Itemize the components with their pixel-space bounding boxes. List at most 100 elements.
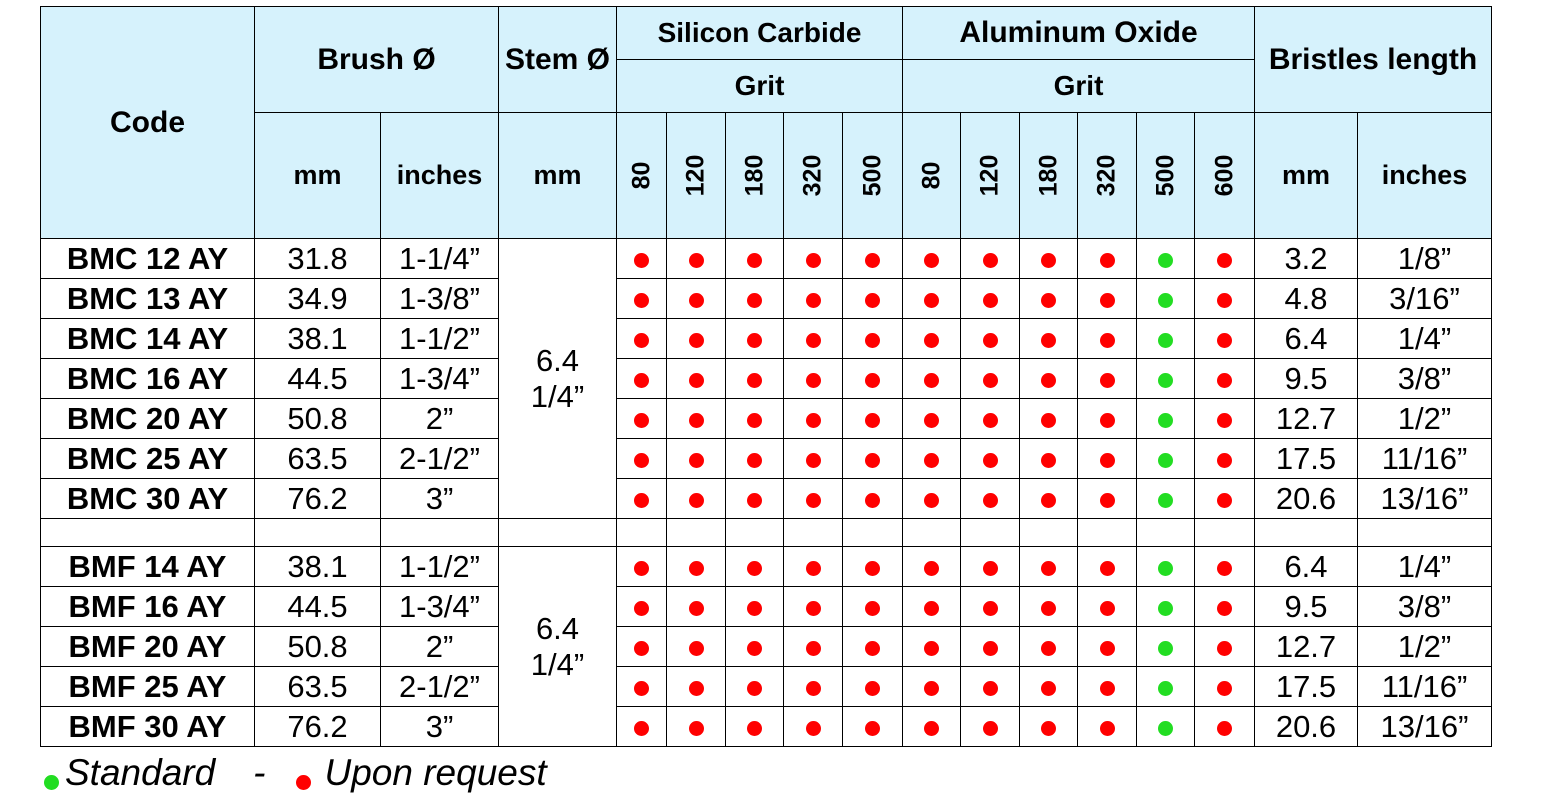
table-row: BMC 12 AY 31.8 1-1/4” 6.4 1/4” 3.2 1/8”: [40, 238, 1492, 519]
ao-availability-cell: [1077, 278, 1137, 319]
bristle-length-inches: 13/16”: [1357, 478, 1492, 519]
sc-availability-cell: [725, 438, 784, 479]
brush-diameter-inches: 1-1/2”: [380, 318, 499, 359]
ao-availability-cell: [1136, 438, 1195, 479]
upon-request-dot-icon: [1041, 452, 1056, 468]
sc-availability-cell: [616, 438, 667, 479]
standard-dot-icon: [1158, 560, 1173, 576]
ao-availability-cell: [902, 318, 961, 359]
ao-availability-cell: [902, 706, 961, 747]
upon-request-dot-icon: [924, 292, 939, 308]
upon-request-dot-icon: [747, 292, 762, 308]
stem-diameter-inches: 1/4”: [530, 646, 585, 682]
sc-availability-cell: [842, 278, 903, 319]
grit-label: 120: [975, 154, 1004, 197]
standard-dot-icon: [1158, 332, 1173, 348]
grit-label: 320: [798, 154, 827, 197]
upon-request-dot-icon: [805, 640, 821, 656]
brush-diameter-inches: 1-1/2”: [380, 546, 499, 587]
upon-request-dot-icon: [688, 292, 704, 308]
sc-availability-cell: [783, 238, 843, 279]
brush-diameter-mm: 50.8: [254, 398, 381, 439]
upon-request-dot-icon: [865, 332, 880, 348]
sc-availability-cell: [842, 358, 903, 399]
upon-request-dot-icon: [634, 600, 649, 616]
sc-availability-cell: [616, 546, 667, 587]
table-row: BMC 16 AY 44.5 1-3/4” 9.5 3/8”: [40, 358, 1492, 399]
upon-request-dot-icon: [688, 252, 704, 268]
brush-diameter-inches: 1-3/4”: [380, 586, 499, 627]
sc-availability-cell: [666, 398, 726, 439]
product-code: BMC 20 AY: [40, 398, 255, 439]
upon-request-dot-icon: [1041, 292, 1056, 308]
standard-dot-icon: [1158, 492, 1173, 508]
upon-request-dot-icon: [747, 332, 762, 348]
table-row: BMF 16 AY 44.5 1-3/4” 9.5 3/8”: [40, 586, 1492, 627]
upon-request-dot-icon: [688, 600, 704, 616]
bristle-length-inches: 13/16”: [1357, 706, 1492, 747]
empty-cell: [842, 518, 903, 547]
brush-diameter-inches: 1-3/4”: [380, 358, 499, 399]
brush-diameter-inches: 1-3/8”: [380, 278, 499, 319]
bristle-length-inches: 1/2”: [1357, 626, 1492, 667]
upon-request-dot-icon: [982, 412, 998, 428]
upon-request-dot-icon: [805, 560, 821, 576]
upon-request-dot-icon: [924, 492, 939, 508]
sc-availability-cell: [725, 626, 784, 667]
header-sc-grit-180: 180: [725, 112, 784, 239]
upon-request-dot-icon: [982, 492, 998, 508]
ao-availability-cell: [1194, 438, 1255, 479]
upon-request-dot-icon: [1217, 292, 1232, 308]
upon-request-dot-icon: [1041, 600, 1056, 616]
grit-label: 80: [917, 161, 945, 190]
sc-availability-cell: [842, 706, 903, 747]
ao-availability-cell: [960, 438, 1020, 479]
upon-request-dot-icon: [1217, 640, 1232, 656]
brush-diameter-inches: 3”: [380, 478, 499, 519]
grit-label: 180: [740, 154, 768, 197]
bristle-length-mm: 17.5: [1254, 438, 1358, 479]
ao-availability-cell: [1077, 438, 1137, 479]
ao-availability-cell: [902, 438, 961, 479]
bristle-length-mm: 12.7: [1254, 398, 1358, 439]
bristle-length-inches: 1/4”: [1357, 318, 1492, 359]
upon-request-dot-icon: [1041, 680, 1056, 696]
sc-availability-cell: [783, 358, 843, 399]
empty-cell: [725, 518, 784, 547]
upon-request-dot-icon: [747, 600, 762, 616]
upon-request-dot-icon: [865, 412, 880, 428]
sc-availability-cell: [783, 398, 843, 439]
upon-request-dot-icon: [805, 412, 821, 428]
table-row: BMF 25 AY 63.5 2-1/2” 17.5 11/16”: [40, 666, 1492, 707]
upon-request-dot-icon: [1217, 680, 1232, 696]
upon-request-dot-icon: [634, 720, 649, 736]
upon-request-dot-icon: [747, 680, 762, 696]
upon-request-dot-icon: [805, 720, 821, 736]
upon-request-dot-icon: [1041, 640, 1056, 656]
standard-dot-icon: [1158, 640, 1173, 656]
ao-availability-cell: [1019, 626, 1078, 667]
sc-availability-cell: [666, 438, 726, 479]
product-code: BMC 13 AY: [40, 278, 255, 319]
ao-availability-cell: [1136, 586, 1195, 627]
upon-request-dot-icon: [634, 680, 649, 696]
ao-availability-cell: [1019, 278, 1078, 319]
ao-availability-cell: [1136, 398, 1195, 439]
sc-availability-cell: [783, 706, 843, 747]
legend-upon-request-label: Upon request: [324, 752, 547, 793]
upon-request-dot-icon: [982, 640, 998, 656]
empty-cell: [254, 518, 381, 547]
upon-request-dot-icon: [634, 452, 649, 468]
bristle-length-inches: 1/4”: [1357, 546, 1492, 587]
ao-availability-cell: [1077, 238, 1137, 279]
upon-request-dot-icon: [1217, 452, 1232, 468]
ao-availability-cell: [1194, 318, 1255, 359]
legend-standard-label: Standard: [65, 752, 216, 793]
sc-availability-cell: [666, 238, 726, 279]
upon-request-dot-icon: [924, 640, 939, 656]
upon-request-dot-icon: [1041, 332, 1056, 348]
standard-dot-icon: [1158, 252, 1173, 268]
upon-request-dot-icon: [1099, 252, 1115, 268]
sc-availability-cell: [616, 706, 667, 747]
product-code: BMF 16 AY: [40, 586, 255, 627]
